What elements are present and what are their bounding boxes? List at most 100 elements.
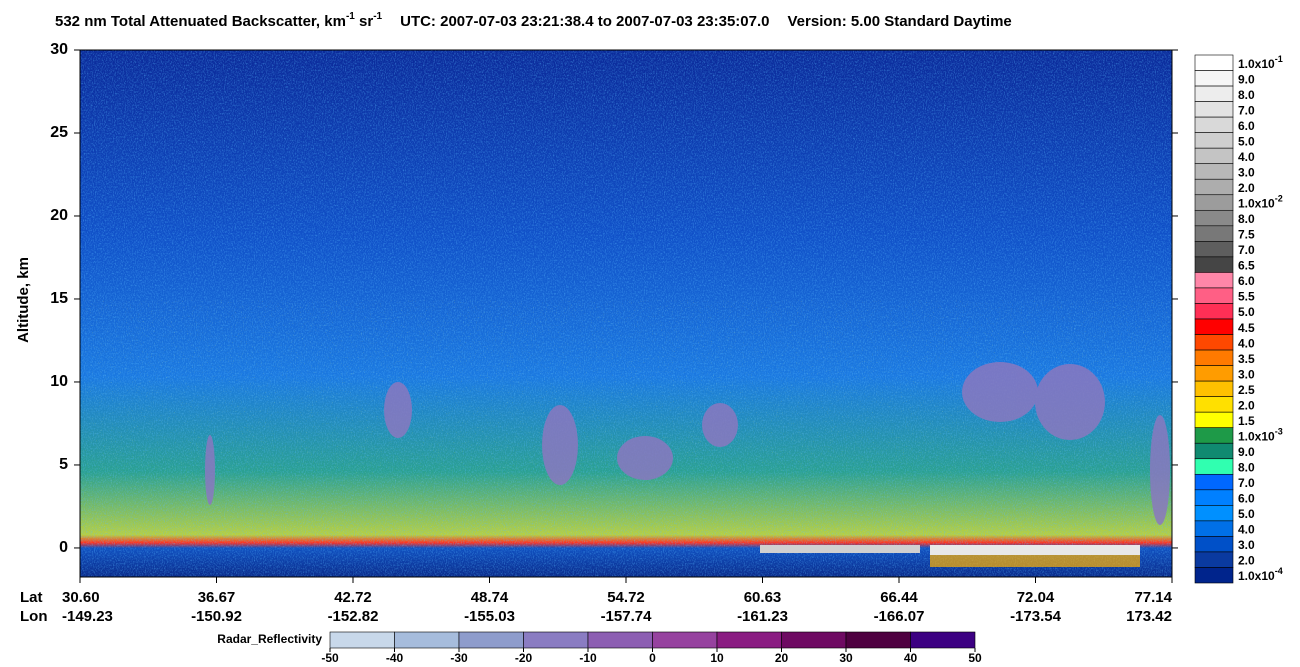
- colorbar-label: 1.0x10-3: [1238, 427, 1283, 444]
- colorbar-label: 2.0: [1238, 554, 1255, 568]
- colorbar-swatch: [1194, 473, 1234, 491]
- colorbar-label: 4.0: [1238, 336, 1255, 350]
- colorbar-label: 6.0: [1238, 119, 1255, 133]
- colorbar-label-text: 4.0: [1238, 150, 1255, 164]
- y-tick-label: 30: [50, 41, 68, 58]
- colorbar-label-text: 4.5: [1238, 321, 1255, 335]
- colorbar-label: 2.0: [1238, 181, 1255, 195]
- colorbar-label-text: 3.5: [1238, 352, 1255, 366]
- colorbar-swatch: [1194, 442, 1234, 460]
- colorbar-label-text: 3.0: [1238, 538, 1255, 552]
- colorbar-swatch: [1194, 520, 1234, 537]
- colorbar-label-text: 9.0: [1238, 445, 1255, 459]
- x-tick-label: -152.82: [328, 608, 379, 625]
- colorbar-label-text: 2.0: [1238, 181, 1255, 195]
- colorbar-swatch: [1194, 241, 1234, 258]
- colorbar-swatch: [1194, 536, 1234, 553]
- colorbar-label-text: 5.0: [1238, 507, 1255, 521]
- y-tick-label: 0: [59, 539, 68, 556]
- colorbar-swatch: [1194, 178, 1234, 196]
- radar-swatch: [845, 631, 911, 649]
- colorbar-swatch: [1194, 427, 1234, 444]
- x-tick-label: 30.60: [62, 589, 100, 606]
- colorbar-swatch: [1194, 287, 1234, 304]
- colorbar-label: 4.5: [1238, 321, 1255, 335]
- colorbar-label-sup: -4: [1275, 567, 1283, 577]
- title-part: sr: [355, 13, 374, 30]
- radar-swatch: [523, 631, 589, 649]
- colorbar-label-sup: -1: [1275, 54, 1283, 64]
- x-row-label: Lat: [20, 589, 43, 606]
- colorbar-label-text: 9.0: [1238, 72, 1255, 86]
- radar-swatch: [716, 631, 782, 649]
- colorbar-swatch: [1194, 70, 1234, 87]
- radar-tick-label: -40: [386, 651, 404, 665]
- x-tick-label: 72.04: [1017, 589, 1055, 606]
- title-sup: -1: [373, 11, 382, 22]
- colorbar-label-text: 5.5: [1238, 290, 1255, 304]
- colorbar-label-text: 1.0x10: [1238, 569, 1275, 583]
- colorbar-swatch: [1194, 380, 1234, 397]
- colorbar-label: 7.0: [1238, 476, 1255, 490]
- title-part: 532 nm Total Attenuated Backscatter, km: [55, 13, 346, 30]
- colorbar-swatch: [1194, 85, 1234, 102]
- colorbar-label-text: 7.0: [1238, 104, 1255, 118]
- colorbar-swatch: [1194, 225, 1234, 242]
- colorbar-label: 7.5: [1238, 228, 1255, 242]
- colorbar-swatch: [1194, 303, 1234, 320]
- colorbar-label-sup: -2: [1275, 194, 1283, 204]
- colorbar-label-text: 6.0: [1238, 492, 1255, 506]
- radar-swatch: [394, 631, 460, 649]
- y-tick-label: 5: [59, 456, 68, 473]
- colorbar-label: 4.0: [1238, 523, 1255, 537]
- colorbar-label-text: 1.5: [1238, 414, 1255, 428]
- x-tick-label: -150.92: [191, 608, 242, 625]
- colorbar-swatch: [1194, 505, 1234, 522]
- colorbar-swatch: [1194, 256, 1234, 273]
- radar-swatch: [458, 631, 524, 649]
- colorbar-label-text: 2.0: [1238, 554, 1255, 568]
- x-tick-label: -166.07: [874, 608, 925, 625]
- backscatter-image: [80, 50, 1172, 577]
- y-tick-label: 15: [50, 290, 68, 307]
- colorbar-label: 5.5: [1238, 290, 1255, 304]
- x-tick-label: 42.72: [334, 589, 372, 606]
- colorbar-swatch: [1194, 365, 1234, 382]
- colorbar-label: 6.0: [1238, 492, 1255, 506]
- radar-tick-label: -10: [579, 651, 597, 665]
- colorbar-label-text: 1.0x10: [1238, 197, 1275, 211]
- colorbar-label: 9.0: [1238, 445, 1255, 459]
- colorbar-label: 2.0: [1238, 399, 1255, 413]
- colorbar-label: 3.0: [1238, 538, 1255, 552]
- x-tick-label: -173.54: [1010, 608, 1062, 625]
- colorbar-label: 2.5: [1238, 383, 1255, 397]
- colorbar-label: 6.5: [1238, 259, 1255, 273]
- colorbar-label-text: 8.0: [1238, 461, 1255, 475]
- colorbar-label-text: 7.0: [1238, 243, 1255, 257]
- colorbar-label-text: 1.0x10: [1238, 57, 1275, 71]
- colorbar-label: 8.0: [1238, 461, 1255, 475]
- radar-tick-label: 40: [904, 651, 918, 665]
- y-tick-label: 25: [50, 124, 68, 141]
- colorbar-label-text: 6.0: [1238, 119, 1255, 133]
- x-tick-label: 77.14: [1134, 589, 1172, 606]
- x-tick-label: 60.63: [744, 589, 782, 606]
- x-row-label: Lon: [20, 608, 48, 625]
- colorbar-swatch: [1194, 334, 1234, 351]
- x-tick-label: 36.67: [198, 589, 236, 606]
- colorbar-label: 7.0: [1238, 104, 1255, 118]
- radar-tick-label: 10: [710, 651, 724, 665]
- colorbar-label-text: 6.5: [1238, 259, 1255, 273]
- colorbar-label: 3.5: [1238, 352, 1255, 366]
- radar-tick-label: -30: [450, 651, 468, 665]
- colorbar-label: 5.0: [1238, 305, 1255, 319]
- colorbar-swatch: [1194, 272, 1234, 289]
- radar-swatch: [329, 631, 395, 649]
- radar-swatch: [910, 631, 976, 649]
- y-tick-label: 20: [50, 207, 68, 224]
- colorbar-label: 1.0x10-4: [1238, 567, 1283, 584]
- colorbar-label-text: 7.5: [1238, 228, 1255, 242]
- x-tick-label: -157.74: [601, 608, 653, 625]
- colorbar-label-text: 5.0: [1238, 135, 1255, 149]
- colorbar-label-text: 3.0: [1238, 166, 1255, 180]
